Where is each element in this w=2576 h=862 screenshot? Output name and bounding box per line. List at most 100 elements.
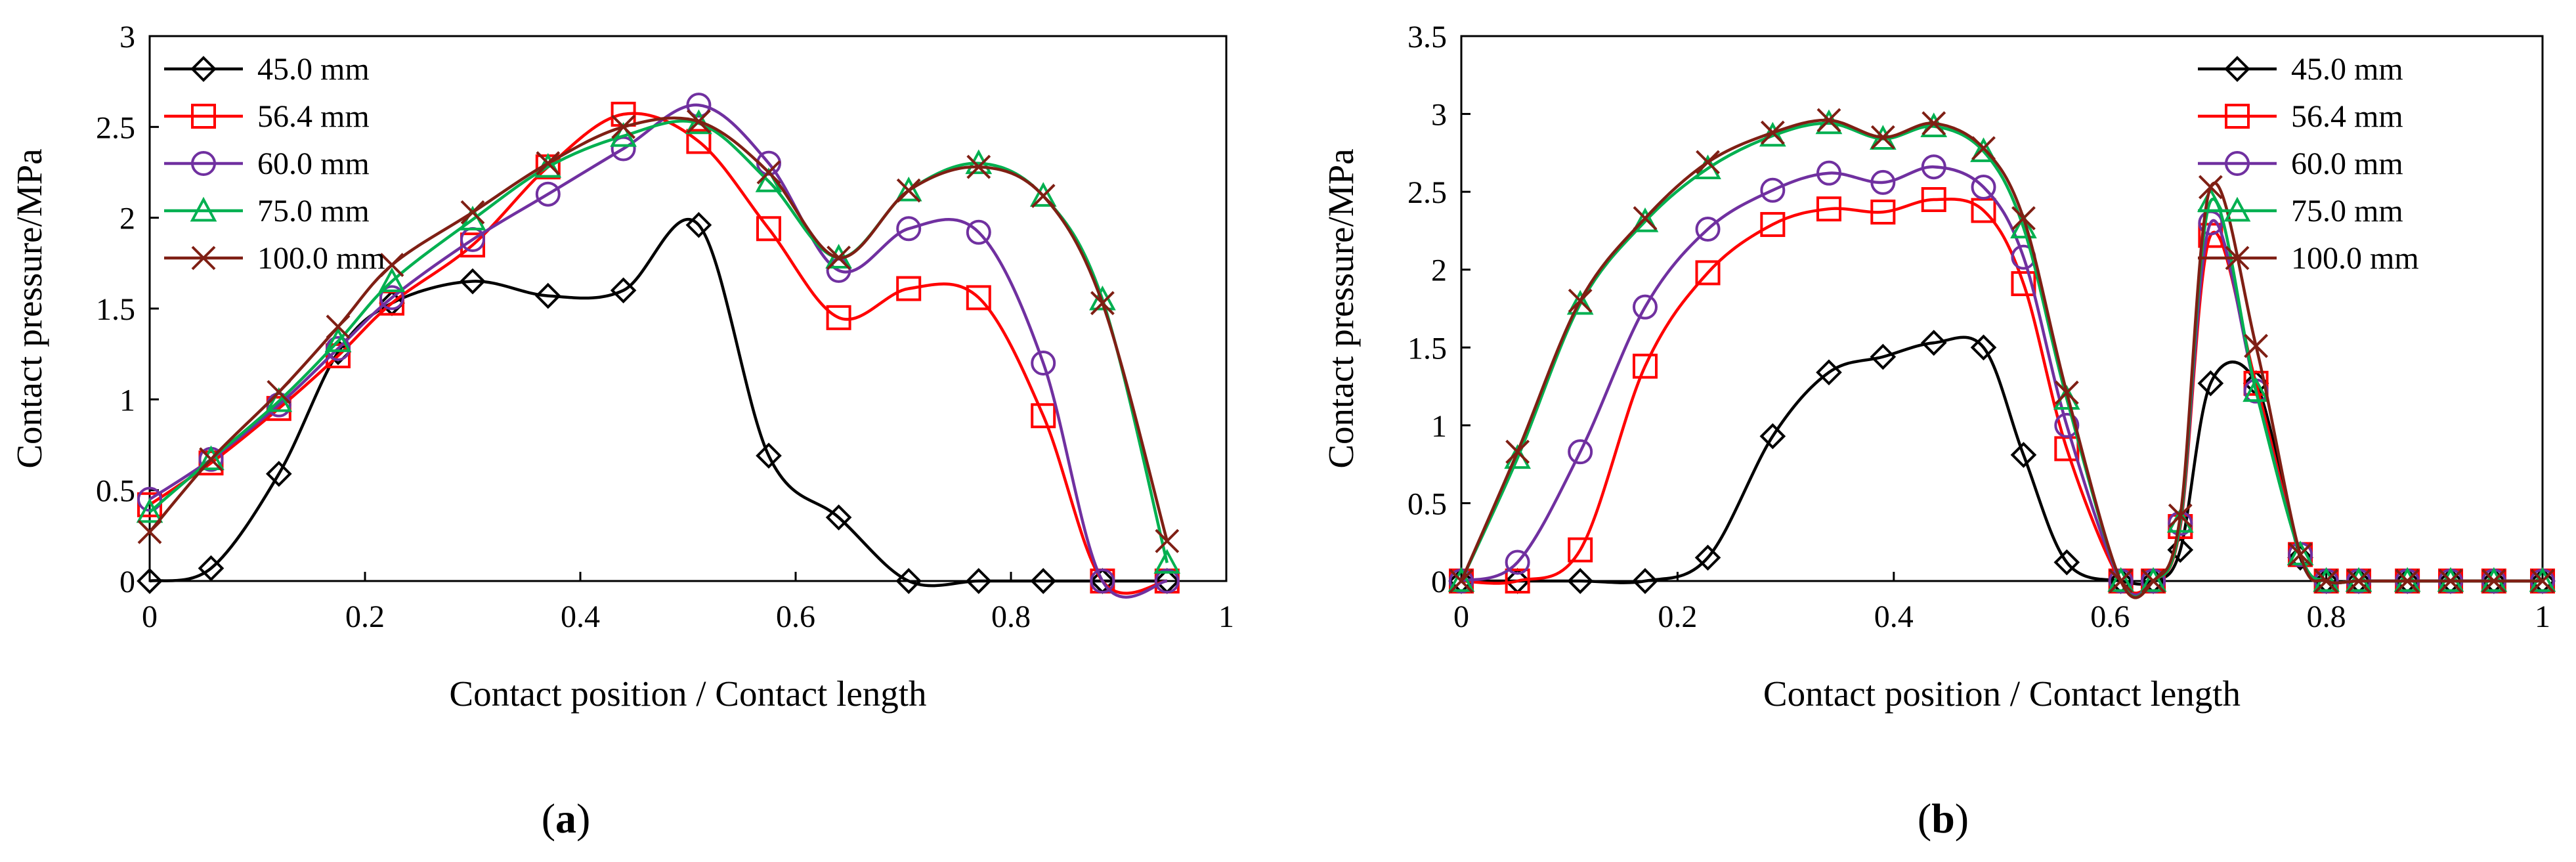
panel-a-data-point (1090, 569, 1115, 593)
panel-a-data-point (136, 498, 163, 523)
panel-b-data-point (1870, 199, 1896, 225)
panel-b-legend-marker (2225, 151, 2250, 176)
panel-a-data-point (137, 568, 163, 594)
panel-b-data-point (2286, 540, 2314, 566)
panel-a-series-45-0-mm (137, 211, 1180, 594)
panel-b-y-tick-label: 0 (1431, 565, 1447, 599)
panel-b-data-point (1816, 359, 1842, 386)
panel-b-legend: 45.0 mm 56.4 mm 60.0 mm 75.0 mm 100.0 mm (2198, 52, 2419, 276)
panel-a-legend-label: 60.0 mm (257, 146, 370, 181)
panel-b-data-point (1971, 175, 1996, 200)
panel-a-data-point (896, 178, 921, 203)
panel-b-data-point (1870, 125, 1895, 150)
panel-a-data-point (1031, 403, 1056, 429)
panel-a-data-point (1031, 351, 1056, 376)
panel-b-y-tick-label: 3.5 (1407, 20, 1447, 54)
panel-b-data-point (1568, 537, 1593, 563)
panel-a-data-point (536, 151, 561, 176)
panel-a-x-tick-label: 0.2 (345, 599, 385, 634)
panel-b-y-tick-label: 2.5 (1407, 175, 1447, 210)
panel-b-data-point (1870, 343, 1897, 370)
panel-b-data-point (1448, 567, 1475, 592)
panel-a-data-point (966, 285, 991, 311)
panel-a-data-point (199, 447, 223, 472)
panel-a-data-point (825, 504, 852, 530)
panel-a-data-point (826, 305, 851, 330)
panel-a-data-point (265, 460, 292, 487)
panel-b-x-axis-label: Contact position / Contact length (1763, 674, 2241, 714)
panel-b-data-point (1505, 439, 1530, 464)
panel-a-data-point (1154, 569, 1180, 593)
panel-a-data-point (896, 276, 922, 301)
panel-b-data-point (1566, 290, 1594, 315)
panel-b-data-point (2438, 569, 2463, 593)
panel-a-data-point (686, 109, 711, 134)
panel-b-data-point (1921, 187, 1946, 212)
panel-a-label: (a) (542, 795, 591, 842)
panel-a-y-tick-label: 0.5 (96, 474, 135, 509)
panel-a-data-point (1031, 184, 1056, 208)
panel-a-data-point (1030, 568, 1057, 594)
panel-b-x-tick-label: 0 (1453, 599, 1469, 634)
panel-b-y-axis-label: Contact pressure/MPa (1321, 148, 1361, 468)
panel-a-data-point (267, 379, 291, 404)
panel-b-series-100-0-mm (1449, 108, 2555, 599)
panel-b-data-point (2395, 569, 2420, 593)
panel-b-data-point (1633, 206, 1658, 230)
panel-b-data-point (1696, 150, 1720, 175)
panel-a-data-point (686, 93, 712, 118)
panel-b-legend-label: 75.0 mm (2291, 194, 2403, 228)
panel-b-label: (b) (1918, 795, 1969, 842)
panel-a-series-line (148, 112, 1168, 595)
panel-b-data-point (2167, 536, 2194, 563)
panel-b-data-point (2010, 213, 2037, 239)
panel-b-data-point (2244, 334, 2268, 358)
panel-b-data-point (1760, 177, 1786, 203)
panel-b-series-75-0-mm (1448, 109, 2556, 599)
panel-a-y-tick-label: 2.5 (96, 110, 135, 145)
panel-b-legend-marker (2225, 104, 2250, 129)
panel-a-y-tick-label: 3 (119, 20, 135, 54)
panel-a-data-point (534, 282, 561, 309)
panel-a-y-tick-label: 0 (119, 565, 135, 599)
panel-a-legend-marker (190, 56, 217, 82)
panel-b-legend-marker (2225, 246, 2250, 270)
panel-b-x-tick-label: 0.2 (1658, 599, 1697, 634)
panel-a-data-point (326, 343, 351, 368)
panel-b-data-point (2481, 569, 2506, 593)
panel-a-legend-marker (191, 151, 216, 176)
panel-a-series-60-0-mm (137, 93, 1180, 599)
panel-a-series-line (149, 217, 1167, 588)
panel-b-data-point (1971, 136, 1996, 161)
panel-a-y-tick-label: 1.5 (96, 292, 135, 327)
panel-b-x-tick-label: 0.6 (2090, 599, 2130, 634)
panel-a-data-point (265, 387, 293, 412)
panel-b-data-point (2054, 380, 2079, 405)
panel-b-y-tick-label: 2 (1431, 253, 1447, 288)
panel-a-legend-label: 45.0 mm (257, 52, 370, 87)
panel-a-data-point (198, 555, 225, 582)
panel-b-chart: 0 0.2 0.4 0.6 0.8 1 0 0.5 1 1.5 2 2.5 3 3.5 Contact po… (1321, 20, 2556, 842)
panel-b-series-line (1459, 118, 2543, 599)
panel-b-data-point (2243, 377, 2269, 402)
panel-b-data-point (1970, 137, 1997, 162)
panel-a-data-point (611, 114, 636, 139)
panel-a-y-axis-label: Contact pressure/MPa (9, 148, 49, 468)
panel-a-data-point (610, 121, 637, 147)
panel-a-data-point (1029, 182, 1057, 207)
panel-b-data-point (2346, 569, 2371, 593)
panel-b-legend-label: 100.0 mm (2291, 241, 2419, 276)
panel-a-data-point (326, 314, 351, 339)
panel-a-data-point (895, 568, 922, 594)
panel-b-data-point (2139, 567, 2167, 592)
panel-b-data-point (2010, 442, 2037, 468)
panel-b-data-point (1505, 550, 1530, 575)
panel-a-series-line (148, 119, 1169, 563)
panel-a-data-point (610, 277, 637, 304)
panel-a-data-point (756, 216, 781, 242)
panel-b-data-point (2109, 569, 2134, 593)
panel-b-legend-label: 45.0 mm (2291, 52, 2403, 87)
panel-b-data-point (1816, 108, 1841, 133)
panel-b-data-point (1815, 109, 1843, 135)
